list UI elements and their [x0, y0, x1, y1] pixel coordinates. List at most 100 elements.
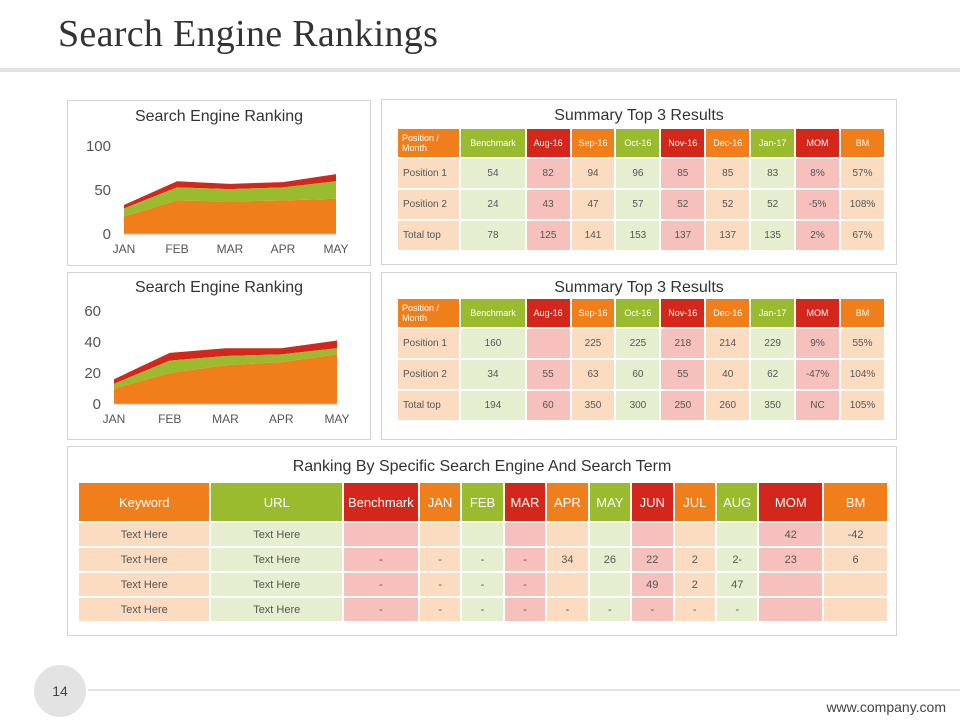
- ranking-cell-3-0: Text Here: [79, 598, 210, 621]
- ranking-cell-2-10: 47: [716, 573, 758, 596]
- ranking-cell-3-1: Text Here: [211, 598, 342, 621]
- area-chart-1: 0 50 100 JAN FEB MAR APR MAY: [86, 138, 349, 256]
- ranking-header-1: URL: [211, 483, 342, 521]
- summary-2-cell-2-0: Total top: [398, 391, 460, 420]
- chart-2-area-2: [114, 340, 337, 384]
- ranking-cell-2-8: 49: [632, 573, 673, 596]
- summary-2-cell-0-5: 218: [661, 329, 705, 358]
- ranking-header-7: MAY: [589, 483, 631, 521]
- summary-panel-1: Summary Top 3 Results Position / Month Be…: [381, 99, 897, 265]
- summary-1-header-7: Jan-17: [751, 129, 795, 157]
- chart-1-xtick-3: APR: [271, 242, 296, 256]
- summary-2-header-1: Benchmark: [461, 299, 525, 327]
- ranking-cell-1-12: 6: [824, 548, 887, 571]
- ranking-cell-0-7: [589, 523, 631, 546]
- summary-2-title: Summary Top 3 Results: [554, 279, 724, 296]
- chart-2-ytick-2: 40: [84, 334, 101, 351]
- page-number: 14: [34, 665, 86, 717]
- summary-2-cell-2-4: 300: [616, 391, 660, 420]
- summary-1-cell-0-3: 94: [571, 159, 615, 188]
- ranking-header-9: JUL: [674, 483, 715, 521]
- summary-1-cell-1-2: 43: [526, 190, 570, 219]
- ranking-cell-0-9: [674, 523, 715, 546]
- ranking-cell-1-9: 2: [674, 548, 715, 571]
- summary-1-cell-0-4: 96: [616, 159, 660, 188]
- chart-2-area-1: [114, 348, 337, 389]
- ranking-cell-1-1: Text Here: [211, 548, 342, 571]
- summary-1-cell-0-6: 85: [706, 159, 750, 188]
- ranking-header-3: JAN: [419, 483, 461, 521]
- ranking-cell-1-3: -: [419, 548, 461, 571]
- summary-2-cell-1-4: 60: [616, 360, 660, 389]
- ranking-cell-0-4: [462, 523, 503, 546]
- ranking-cell-3-7: -: [589, 598, 631, 621]
- ranking-cell-0-1: Text Here: [211, 523, 342, 546]
- chart-1-xtick-1: FEB: [165, 242, 188, 256]
- chart-2-xtick-3: APR: [269, 412, 294, 426]
- summary-1-cell-0-9: 57%: [840, 159, 884, 188]
- summary-2-cell-0-8: 9%: [796, 329, 839, 358]
- page-title: Search Engine Rankings: [58, 13, 439, 55]
- summary-1-cell-0-1: 54: [461, 159, 525, 188]
- chart-1-xtick-4: MAY: [323, 242, 348, 256]
- summary-1-header-3: Sep-16: [571, 129, 615, 157]
- summary-2-cell-1-3: 63: [571, 360, 615, 389]
- summary-1-cell-1-7: 52: [751, 190, 795, 219]
- summary-2-cell-2-2: 60: [526, 391, 570, 420]
- chart-2-xtick-1: FEB: [158, 412, 181, 426]
- ranking-cell-0-3: [419, 523, 461, 546]
- chart-panel-1: Search Engine Ranking 0 50 100 JAN FEB MAR APR…: [67, 100, 371, 266]
- summary-2-cell-2-9: 105%: [840, 391, 884, 420]
- summary-1-header-4: Oct-16: [616, 129, 660, 157]
- ranking-cell-0-11: 42: [759, 523, 823, 546]
- summary-1-cell-1-8: -5%: [796, 190, 839, 219]
- summary-2-header-3: Sep-16: [571, 299, 615, 327]
- summary-1-title: Summary Top 3 Results: [554, 107, 724, 124]
- ranking-cell-3-11: [759, 598, 823, 621]
- ranking-header-12: BM: [824, 483, 887, 521]
- summary-2-cell-0-9: 55%: [840, 329, 884, 358]
- chart-2-area-0: [114, 354, 337, 404]
- footer-url[interactable]: www.company.com: [826, 699, 946, 715]
- ranking-header-6: APR: [547, 483, 588, 521]
- summary-2-cell-1-2: 55: [526, 360, 570, 389]
- chart-1-ytick-1: 50: [94, 182, 111, 199]
- area-chart-2: 0 20 40 60 JAN FEB MAR APR MAY: [84, 303, 349, 426]
- chart-2-xtick-0: JAN: [103, 412, 126, 426]
- ranking-header-10: AUG: [716, 483, 758, 521]
- summary-2-cell-2-5: 250: [661, 391, 705, 420]
- chart-1-area-0: [124, 198, 336, 234]
- summary-2-cell-1-0: Position 2: [398, 360, 460, 389]
- ranking-cell-2-3: -: [419, 573, 461, 596]
- summary-1-cell-2-6: 137: [706, 221, 750, 250]
- ranking-cell-1-4: -: [462, 548, 503, 571]
- summary-2-cell-1-8: -47%: [796, 360, 839, 389]
- summary-1-cell-1-3: 47: [571, 190, 615, 219]
- summary-2-cell-0-7: 229: [751, 329, 795, 358]
- summary-1-cell-0-5: 85: [661, 159, 705, 188]
- summary-2-cell-1-5: 55: [661, 360, 705, 389]
- summary-1-header-6: Dec-16: [706, 129, 750, 157]
- ranking-cell-1-5: -: [504, 548, 546, 571]
- ranking-header-4: FEB: [462, 483, 503, 521]
- summary-2-cell-0-1: 160: [461, 329, 525, 358]
- summary-1-cell-1-6: 52: [706, 190, 750, 219]
- summary-1-cell-2-9: 67%: [840, 221, 884, 250]
- summary-1-cell-2-5: 137: [661, 221, 705, 250]
- ranking-header-5: MAR: [504, 483, 546, 521]
- ranking-cell-2-11: [759, 573, 823, 596]
- summary-2-cell-1-9: 104%: [840, 360, 884, 389]
- summary-1-cell-1-4: 57: [616, 190, 660, 219]
- ranking-cell-3-4: -: [462, 598, 503, 621]
- summary-table-1: Position / Month Benchmark Aug-16 Sep-16 Oct…: [396, 127, 886, 252]
- chart-2-title: Search Engine Ranking: [134, 279, 304, 296]
- ranking-cell-0-5: [504, 523, 546, 546]
- summary-1-header-5: Nov-16: [661, 129, 705, 157]
- ranking-cell-0-8: [632, 523, 673, 546]
- summary-1-cell-1-0: Position 2: [398, 190, 460, 219]
- summary-1-cell-2-8: 2%: [796, 221, 839, 250]
- summary-1-cell-2-7: 135: [751, 221, 795, 250]
- ranking-cell-1-8: 22: [632, 548, 673, 571]
- chart-2-xtick-2: MAR: [212, 412, 239, 426]
- summary-1-header-2: Aug-16: [526, 129, 570, 157]
